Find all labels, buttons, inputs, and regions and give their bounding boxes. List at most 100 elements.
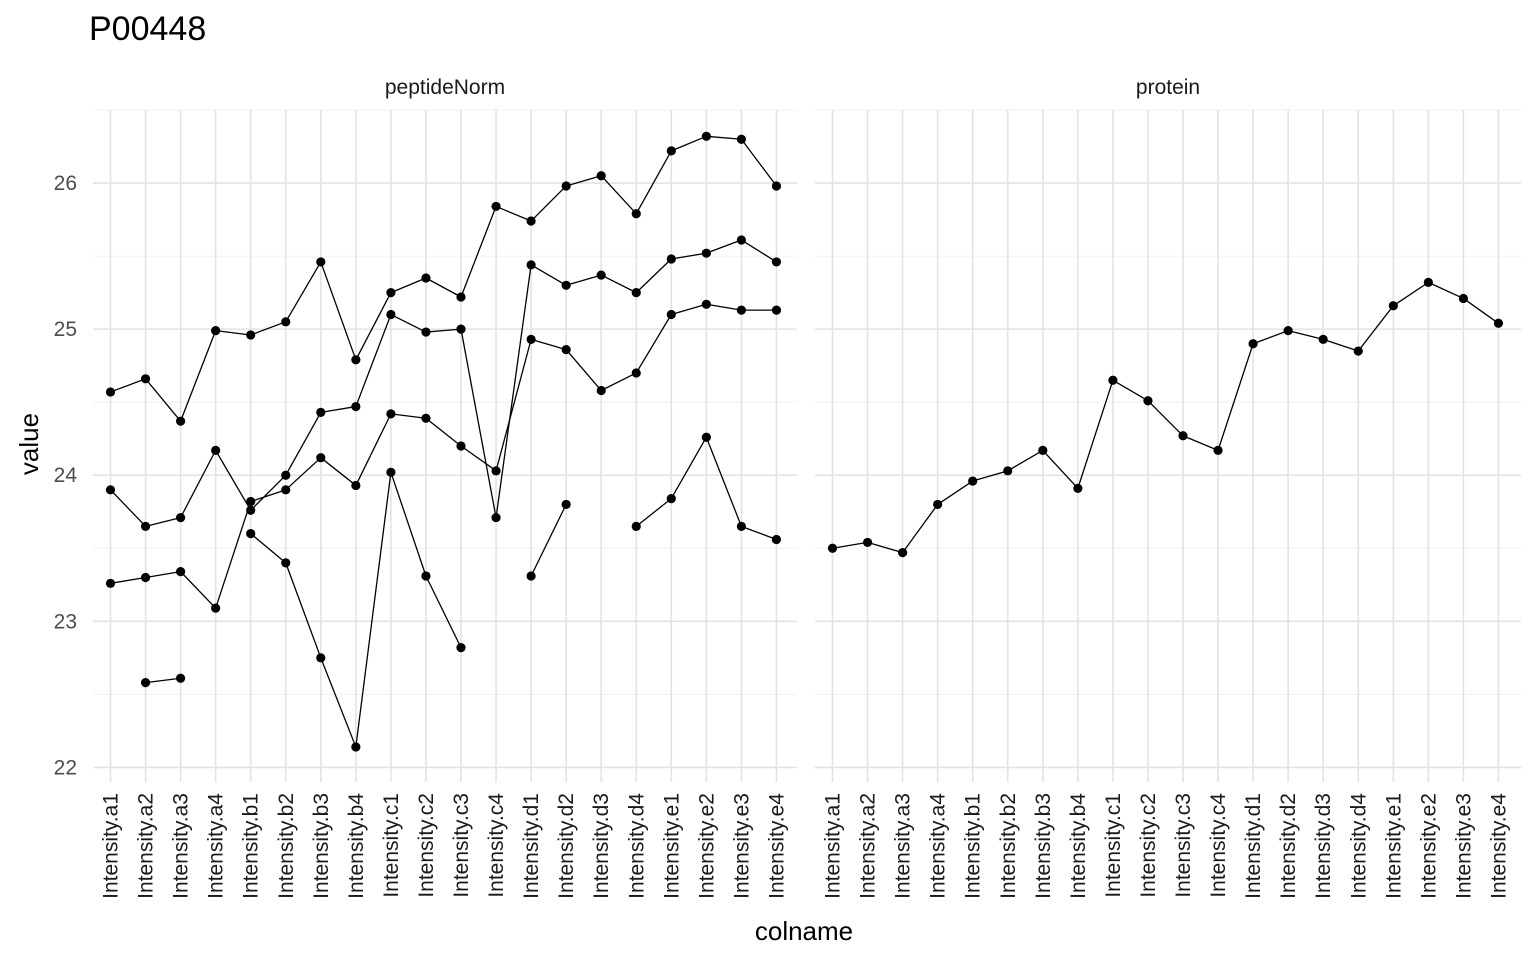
x-tick-label: Intensity.b2 [275, 793, 298, 899]
series-segment [671, 135, 707, 152]
series-segment [495, 205, 532, 222]
data-point [1423, 277, 1433, 287]
y-tick-label: 22 [54, 756, 77, 779]
series-segment [705, 436, 743, 527]
x-tick-label: Intensity.a3 [892, 793, 915, 899]
series-segment [1042, 449, 1079, 489]
data-point [316, 257, 326, 267]
x-tick-label: Intensity.a2 [135, 793, 158, 899]
x-tick-label: Intensity.e2 [695, 793, 718, 899]
data-point [351, 355, 361, 365]
x-tick-label: Intensity.d2 [1277, 793, 1300, 899]
data-point [1458, 293, 1468, 304]
data-point [105, 578, 116, 588]
data-point [1493, 318, 1504, 328]
x-tick-label: Intensity.e2 [1417, 793, 1440, 899]
data-point [596, 171, 606, 181]
series-segment [180, 571, 217, 609]
y-tick-label: 23 [54, 610, 77, 633]
series-segment [1357, 305, 1394, 352]
series-segment [145, 677, 181, 684]
series-segment [706, 135, 742, 140]
data-point [666, 493, 676, 504]
series-segment [530, 338, 567, 351]
series-segment [215, 450, 252, 511]
series-segment [320, 261, 357, 361]
x-tick-label: Intensity.a4 [927, 793, 950, 899]
panel-peptideNorm: peptideNorm 22 23 24 25 26 Intensity.a1 Intensi… [54, 76, 797, 899]
series-segment [1182, 435, 1219, 451]
series-segment [390, 472, 427, 577]
data-point [246, 496, 256, 507]
x-tick-label: Intensity.b4 [345, 793, 368, 899]
series-segment [1322, 338, 1359, 352]
x-tick-label: Intensity.a2 [857, 793, 880, 899]
data-point [1178, 431, 1188, 441]
series-1 [105, 131, 782, 426]
data-point [736, 305, 747, 315]
data-point [140, 521, 151, 531]
x-tick-label: Intensity.c2 [415, 793, 438, 898]
data-point [526, 334, 536, 344]
x-tick-label: Intensity.d4 [1347, 793, 1370, 899]
data-point [456, 643, 466, 653]
data-point [211, 325, 221, 336]
data-point [176, 416, 186, 426]
x-tick-label: Intensity.d2 [555, 793, 578, 899]
x-tick-label: Intensity.c3 [450, 793, 473, 898]
data-point [386, 467, 396, 477]
series-segment [1007, 449, 1044, 472]
x-tick-label: Intensity.c3 [1172, 793, 1195, 898]
series-segment [706, 239, 742, 254]
series-segment [460, 206, 497, 298]
series-segment [972, 470, 1008, 482]
x-tick-label: Intensity.c4 [1207, 793, 1230, 898]
series-segment [390, 277, 427, 294]
data-point [176, 567, 186, 577]
series-segment [355, 314, 392, 407]
series-segment [706, 303, 742, 311]
series-segment [179, 330, 217, 422]
series-segment [425, 328, 462, 333]
series-segment [145, 570, 181, 579]
data-point [246, 529, 256, 539]
series-segment [635, 498, 672, 527]
y-axis-title: value [14, 413, 44, 475]
series-segment [495, 264, 532, 518]
data-point [281, 485, 291, 495]
series-segment [741, 239, 777, 263]
x-tick-label: Intensity.a4 [205, 793, 228, 899]
series-segment [145, 516, 181, 527]
data-point [281, 558, 291, 568]
x-tick-label: Intensity.e4 [765, 793, 788, 899]
series-segment [741, 525, 777, 541]
series-segment [460, 445, 497, 472]
data-point [862, 537, 873, 548]
series-segment [1217, 343, 1254, 451]
data-point [771, 257, 782, 267]
series-segment [285, 412, 322, 476]
series-segment [635, 258, 672, 294]
series-segment [355, 472, 392, 748]
data-point [736, 235, 747, 245]
data-point [491, 201, 501, 212]
series-segment [1287, 329, 1324, 340]
data-point [596, 385, 606, 396]
x-tick-label: Intensity.c1 [1102, 793, 1125, 898]
series-segment [1428, 281, 1464, 300]
series-segment [250, 321, 286, 336]
data-point [211, 445, 221, 455]
data-point [351, 480, 361, 491]
series-segment [635, 314, 672, 374]
series-segment [285, 562, 322, 659]
x-axis-title: colname [755, 916, 853, 946]
data-point [631, 368, 641, 378]
series-segment [250, 474, 287, 511]
data-point [771, 305, 782, 315]
data-point [421, 571, 431, 581]
data-point [351, 742, 361, 752]
data-point [701, 248, 711, 258]
series-segment [635, 150, 672, 215]
series-segment [530, 264, 567, 286]
